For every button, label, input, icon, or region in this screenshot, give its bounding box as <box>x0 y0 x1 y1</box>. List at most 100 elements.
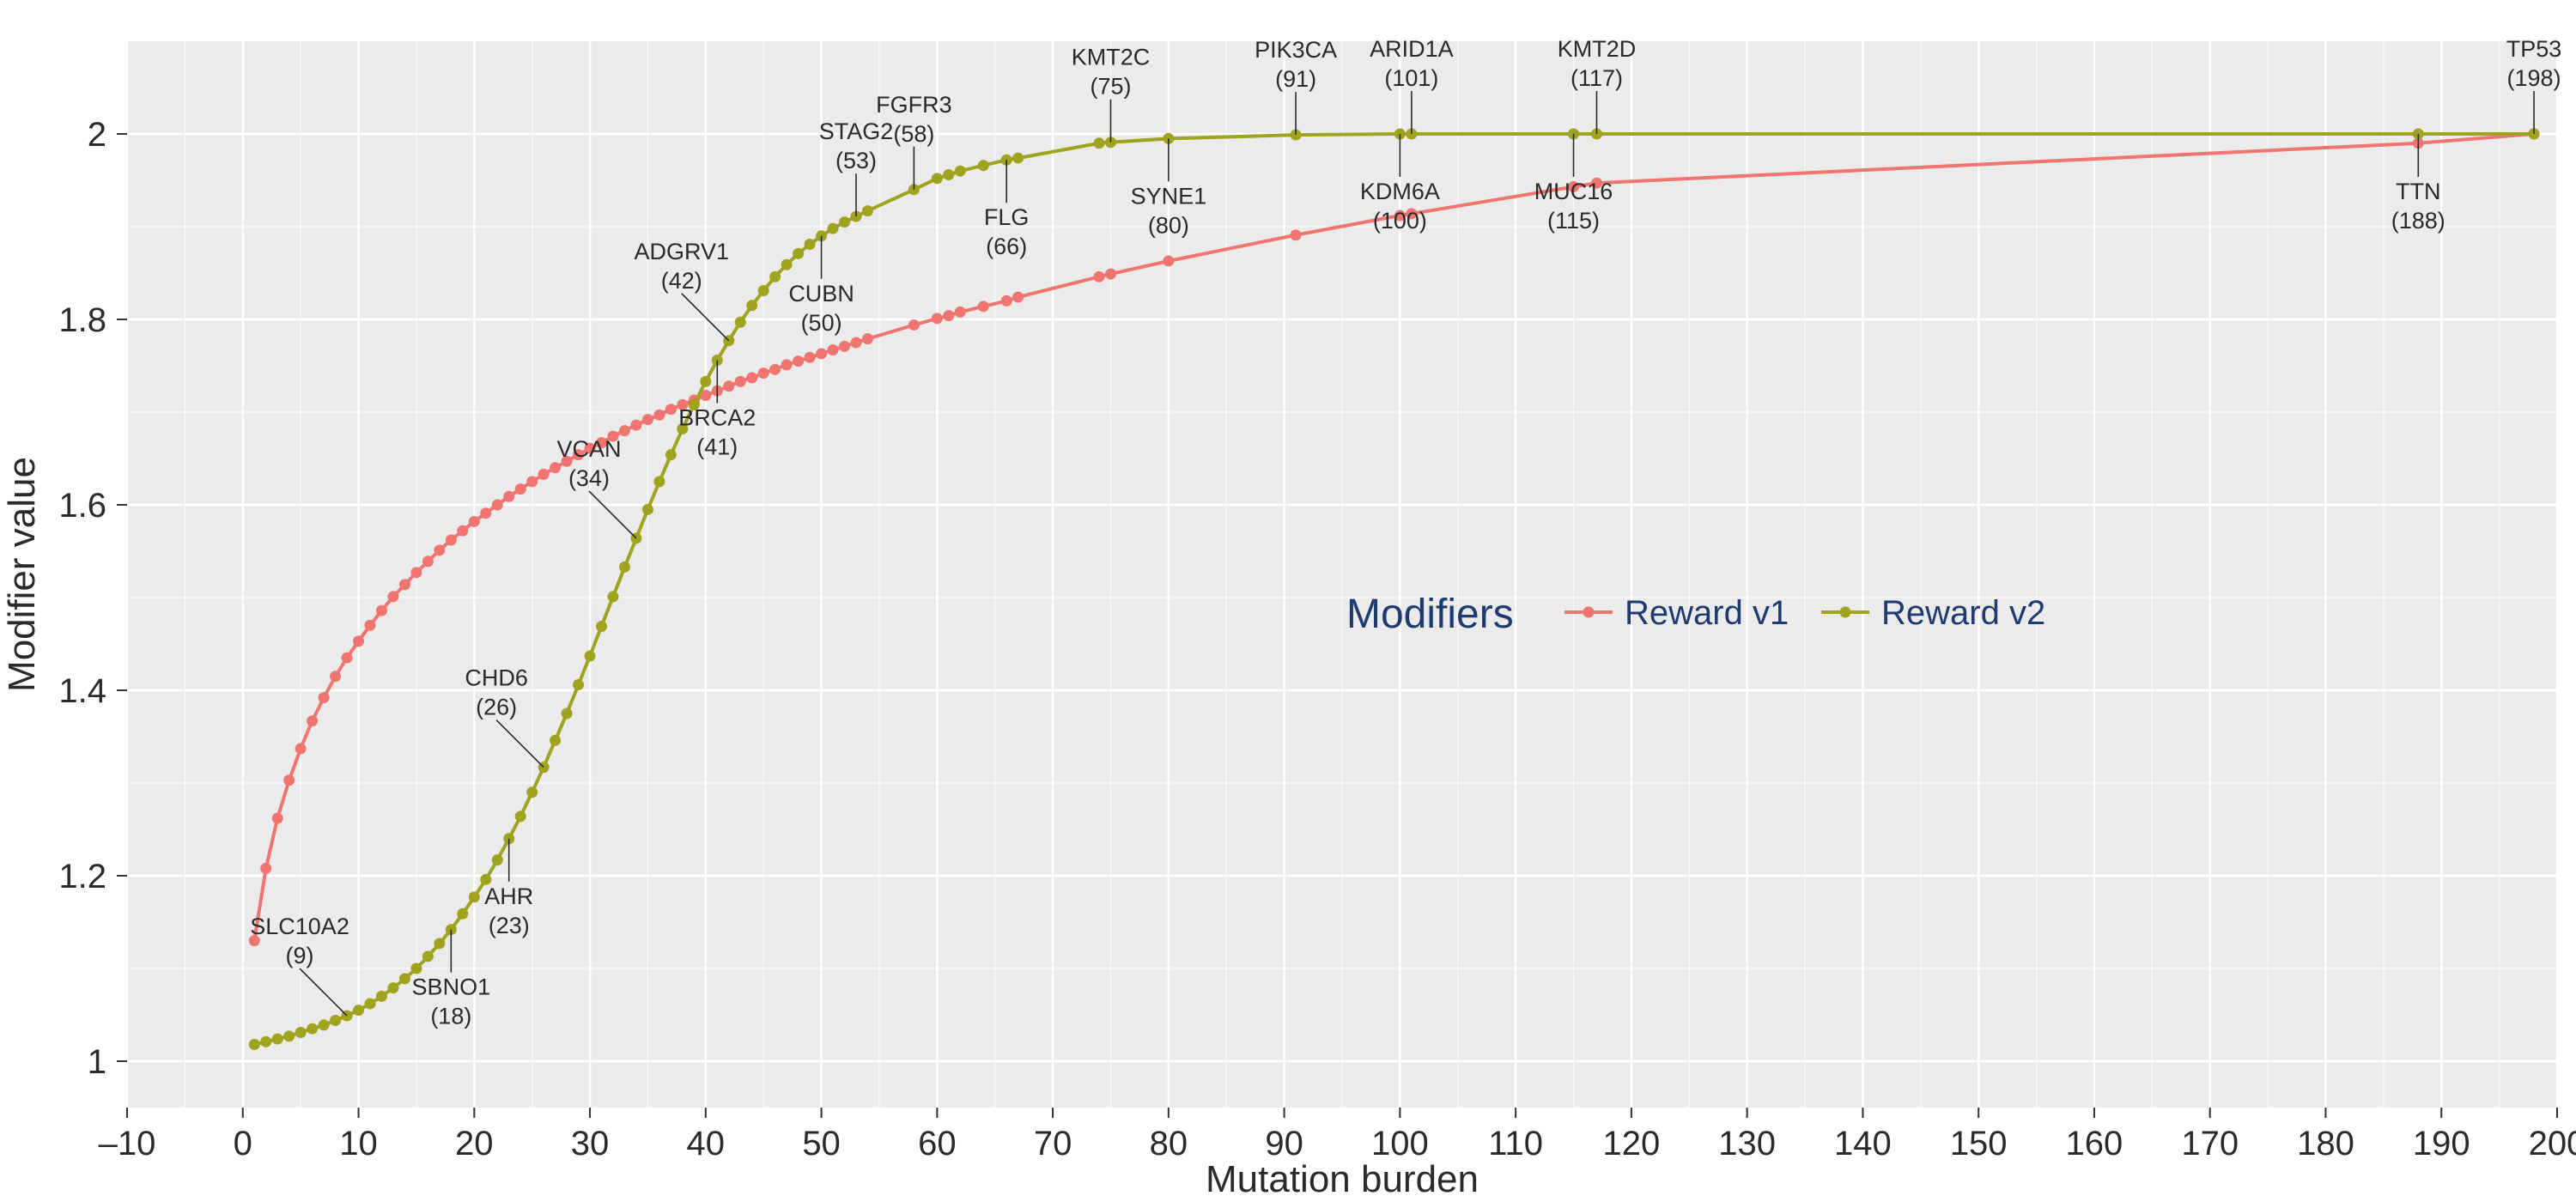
data-point <box>734 316 746 328</box>
data-point <box>457 525 469 537</box>
data-point <box>827 222 839 234</box>
data-point <box>514 483 526 495</box>
legend-item: Reward v1 <box>1564 594 1789 632</box>
data-point <box>422 950 434 962</box>
x-tick-label: 170 <box>2181 1125 2239 1163</box>
data-point <box>781 359 793 371</box>
legend-title: Modifiers <box>1346 592 1514 637</box>
data-point <box>688 398 700 410</box>
data-point <box>295 743 307 755</box>
annotation: KMT2D (117) <box>1558 36 1636 134</box>
data-point <box>931 173 943 185</box>
data-point <box>445 534 457 546</box>
data-point <box>573 679 585 691</box>
x-tick-label: –10 <box>99 1125 156 1163</box>
data-point <box>410 567 422 579</box>
data-point <box>457 908 469 920</box>
annotation-count: (9) <box>286 943 314 968</box>
data-point <box>364 619 376 631</box>
data-point <box>757 367 769 379</box>
data-point <box>550 462 562 474</box>
data-point <box>398 579 410 591</box>
x-tick-label: 30 <box>571 1125 610 1163</box>
data-point <box>977 300 989 313</box>
annotation-gene: PIK3CA <box>1255 37 1337 63</box>
data-point <box>514 810 526 823</box>
data-series <box>248 128 2540 1051</box>
annotation-gene: VCAN <box>556 436 621 462</box>
data-point <box>769 363 781 375</box>
annotation: SYNE1 (80) <box>1131 138 1206 238</box>
annotation: CUBN (50) <box>788 235 854 336</box>
data-point <box>307 715 319 727</box>
data-point <box>561 455 573 467</box>
data-point <box>781 258 793 270</box>
annotation: BRCA2 (41) <box>678 360 756 460</box>
annotation-gene: TP53 <box>2506 36 2562 62</box>
data-point <box>861 333 873 345</box>
annotation-gene: STAG2 <box>819 118 894 144</box>
data-point <box>1394 209 1406 222</box>
series-2 <box>248 128 2540 1051</box>
data-point <box>1163 255 1175 267</box>
data-point <box>861 205 873 217</box>
data-point <box>607 591 619 603</box>
annotation: CHD6 (26) <box>465 665 544 768</box>
data-point <box>746 300 758 312</box>
annotation: FLG (66) <box>984 160 1029 259</box>
x-tick-label: 130 <box>1718 1125 1776 1163</box>
data-point <box>503 490 515 502</box>
annotation-gene: SBNO1 <box>412 974 491 1000</box>
data-point <box>769 270 781 282</box>
data-point <box>434 938 446 950</box>
annotation-count: (34) <box>568 465 610 491</box>
annotation-gene: FGFR3 <box>876 92 952 118</box>
data-point <box>526 476 538 488</box>
data-point <box>538 468 550 480</box>
data-point <box>468 891 480 903</box>
data-point <box>260 1035 272 1047</box>
annotation-count: (42) <box>661 268 702 294</box>
data-point <box>1406 208 1418 220</box>
x-tick-label: 150 <box>1950 1125 2008 1163</box>
data-point <box>330 671 342 683</box>
y-axis-title: Modifier value <box>1 457 43 692</box>
data-point <box>584 442 596 454</box>
data-point <box>931 313 943 325</box>
data-point <box>954 165 966 177</box>
y-tick-label: 1.6 <box>58 487 106 525</box>
data-point <box>677 422 689 434</box>
data-point <box>434 544 446 556</box>
data-point <box>630 419 642 431</box>
annotation: SBNO1 (18) <box>412 929 491 1029</box>
data-point <box>1104 268 1116 280</box>
x-tick-label: 0 <box>234 1125 252 1163</box>
legend-swatch-marker <box>1583 606 1595 618</box>
annotation-count: (188) <box>2391 208 2445 234</box>
data-point <box>793 247 805 259</box>
data-point <box>1093 270 1105 282</box>
annotation-gene: ARID1A <box>1370 36 1454 62</box>
y-tick-label: 1.2 <box>58 858 106 895</box>
annotation-count: (50) <box>801 310 842 336</box>
legend: Modifiers Reward v1 Reward v2 <box>1346 592 2045 637</box>
data-point <box>271 812 283 824</box>
data-point <box>734 375 746 387</box>
data-point <box>573 449 585 461</box>
legend-item: Reward v2 <box>1821 594 2045 632</box>
data-point <box>793 355 805 367</box>
x-tick-label: 20 <box>455 1125 494 1163</box>
annotation-gene: KDM6A <box>1360 179 1440 204</box>
data-point <box>341 652 353 664</box>
data-point <box>1012 291 1024 303</box>
data-point <box>1568 181 1580 193</box>
y-tick-label: 1 <box>88 1043 106 1081</box>
annotation: AHR (23) <box>484 838 533 938</box>
x-tick-label: 200 <box>2529 1125 2576 1163</box>
annotation-count: (26) <box>476 695 517 720</box>
annotation-arrow <box>495 719 544 768</box>
data-point <box>943 169 955 181</box>
data-point <box>1012 152 1024 164</box>
legend-swatch-marker <box>1839 606 1851 618</box>
annotation-count: (23) <box>489 913 530 938</box>
